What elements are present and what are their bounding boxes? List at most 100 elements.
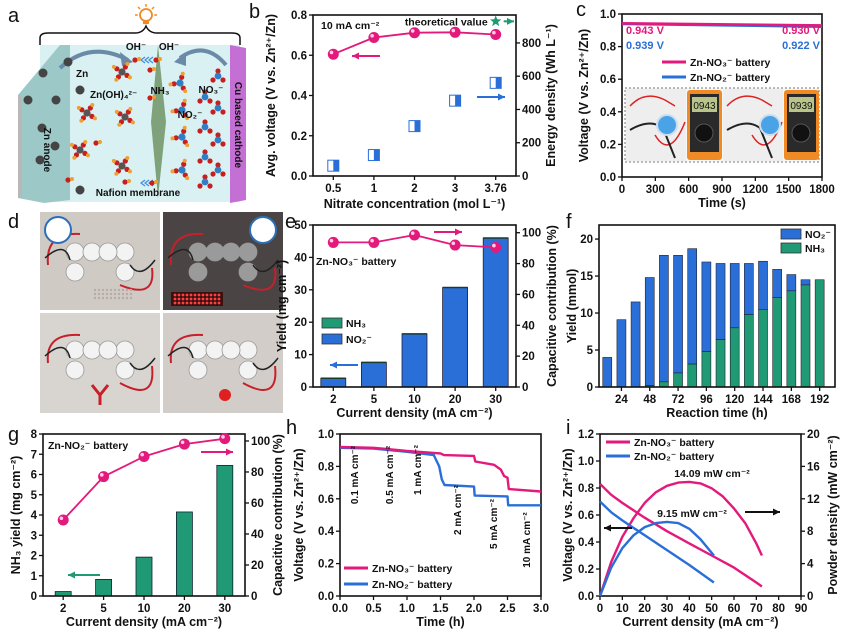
battery-cell <box>115 262 135 282</box>
right-y-tick-label: 0 <box>522 382 528 394</box>
x-tick-label: 10 <box>408 394 421 406</box>
led-off <box>129 288 133 292</box>
right-y-tick-label: 4 <box>807 559 814 571</box>
led-off <box>117 296 121 300</box>
hydrogen <box>76 105 81 110</box>
current-step-label: 1 mA cm⁻² <box>413 444 424 495</box>
nh3-bar-segment <box>786 290 797 388</box>
hydroxide-h <box>127 179 131 183</box>
oxygen <box>207 128 213 134</box>
left-y-tick-label: 0.6 <box>318 494 334 506</box>
battery-cell <box>82 340 102 360</box>
current-density-annotation: 10 mA cm⁻² <box>321 20 380 32</box>
capacitive-point <box>368 236 380 248</box>
legend-nh3-label: NH₃ <box>805 243 825 255</box>
led-off <box>105 296 109 300</box>
battery-annotation: Zn-NO₃⁻ battery <box>316 256 397 268</box>
hydrogen <box>125 62 130 67</box>
oxygen <box>173 108 179 114</box>
led-on <box>193 293 197 297</box>
red-wire <box>169 333 277 391</box>
oxygen <box>207 158 213 164</box>
theoretical-star-icon <box>490 15 502 27</box>
voltage-point <box>368 32 380 44</box>
led-on <box>185 293 189 297</box>
zincate-molecule <box>114 107 135 127</box>
right-y-tick-label: 400 <box>522 104 541 116</box>
battery-cell <box>65 242 85 262</box>
center-atom <box>178 166 186 174</box>
battery-cell <box>205 242 225 262</box>
led-off <box>113 292 117 296</box>
legend-no2-label: NO₂⁻ <box>805 229 831 241</box>
led-on <box>205 301 209 305</box>
battery-cell <box>98 340 118 360</box>
x-axis-label: Nitrate concentration (mol L⁻¹) <box>324 197 506 211</box>
oxygen <box>215 132 221 138</box>
y-axis-label: Avg. voltage (V vs. Zn²⁺/Zn) <box>264 14 278 177</box>
oxygen <box>210 171 216 177</box>
current-step-label: 5 mA cm⁻² <box>489 498 500 549</box>
led-on <box>217 301 221 305</box>
oxygen <box>210 109 216 115</box>
led-off <box>93 292 97 296</box>
hydroxide-o <box>132 57 138 63</box>
hydrogen <box>185 143 190 148</box>
led-off <box>109 292 113 296</box>
nh3-yield-bar <box>135 556 153 597</box>
hydroxide-o <box>149 180 155 186</box>
x-tick-label: 24 <box>615 394 628 406</box>
x-tick-label: 0 <box>619 184 625 196</box>
led-off <box>101 288 105 292</box>
black-wire <box>44 248 156 273</box>
label-zn-anode: Zn anode <box>41 128 52 173</box>
left-y-tick-label: 0.8 <box>291 10 308 22</box>
bulb-glass <box>139 8 153 22</box>
left-y-tick-label: 6 <box>31 470 37 482</box>
x-tick-label: 2 <box>411 183 417 195</box>
no2-bar <box>401 333 428 388</box>
right-y-tick-label: 20 <box>522 351 535 363</box>
x-tick-label: 120 <box>725 394 744 406</box>
nitrogen <box>214 104 222 112</box>
x-tick-label: 80 <box>772 603 785 615</box>
nitrate-molecule <box>197 149 213 164</box>
led-on <box>201 293 205 297</box>
x-tick-label: 5 <box>100 603 107 615</box>
left-y-tick-label: 1.0 <box>600 9 616 21</box>
right-axis-arrow-head <box>498 93 505 101</box>
voltage-point-highlight <box>329 50 334 55</box>
voltage-point <box>409 27 420 39</box>
left-y-tick-label: 0.2 <box>291 131 307 143</box>
voltage-point-highlight <box>370 33 374 38</box>
hydrogen <box>69 142 74 147</box>
voltage-line-1 <box>339 446 541 507</box>
x-tick-label: 192 <box>810 394 829 406</box>
led-off <box>117 288 121 292</box>
no2-bar-segment <box>701 261 712 352</box>
capacitive-point-highlight <box>370 238 374 243</box>
end-voltage-label: 0.930 V <box>782 25 821 37</box>
x-tick-label: 300 <box>646 184 665 196</box>
nitrate-molecule <box>197 89 213 104</box>
right-y-tick-label: 0 <box>522 171 528 183</box>
no2-bar-segment <box>602 357 613 388</box>
led-on <box>213 293 217 297</box>
left-y-tick-label: 1.0 <box>318 429 334 441</box>
oxygen <box>197 128 203 134</box>
x-tick-label: 90 <box>795 603 808 615</box>
left-y-tick-label: 0.4 <box>600 107 617 119</box>
x-axis-label: Time (s) <box>698 196 746 210</box>
x-tick-label: 72 <box>672 394 685 406</box>
hydroxide-o <box>93 140 99 146</box>
legend-no2-label: NO₂⁻ <box>346 334 372 346</box>
led-on <box>181 293 185 297</box>
oxygen <box>181 161 187 167</box>
no2-bar-segment <box>673 255 683 374</box>
legend-item-label: Zn-NO₂⁻ battery <box>690 72 770 84</box>
zn-atom <box>23 95 33 105</box>
oxygen <box>202 89 208 95</box>
nitrate-molecule <box>210 100 226 115</box>
led-off <box>113 296 117 300</box>
